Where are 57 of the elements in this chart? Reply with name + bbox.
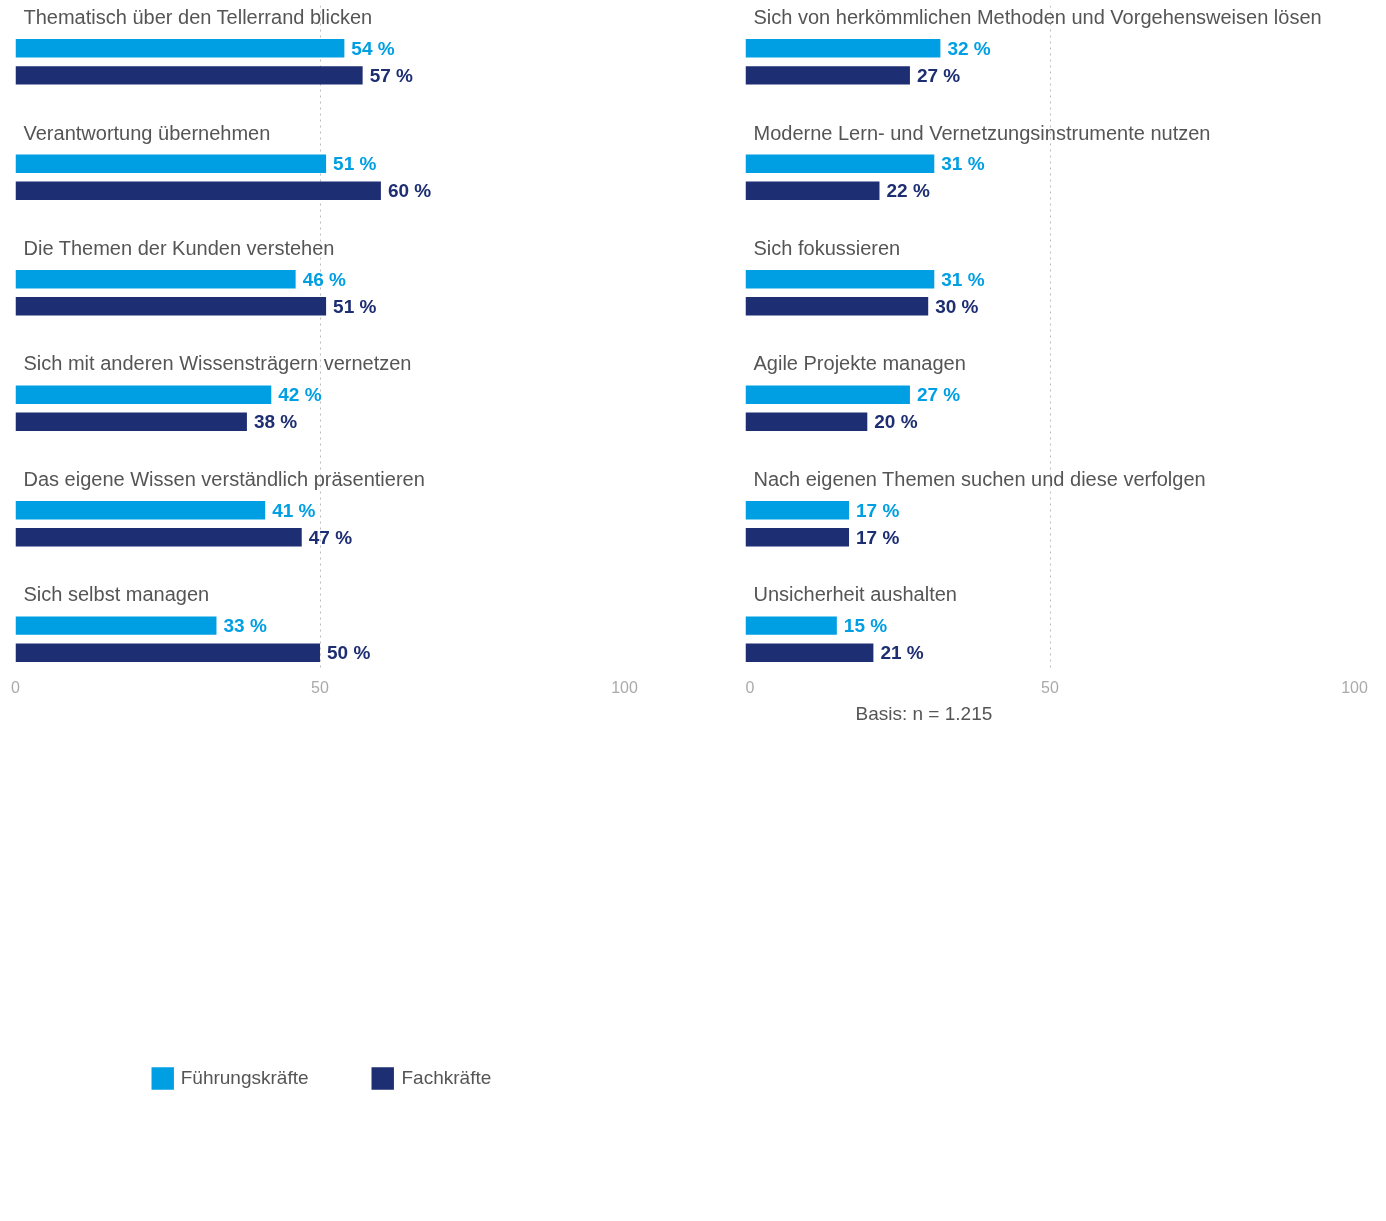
y-tick-label: Thematisch über den Tellerrand blicken (23, 6, 373, 29)
y-tick-label: Sich mit anderen Wissensträgern vernetzen (23, 352, 412, 375)
bar (15, 643, 320, 662)
y-tick-label: Verantwortung übernehmen (23, 121, 271, 144)
bar (15, 66, 363, 85)
x-tick-label: 0 (11, 678, 21, 696)
y-tick-label: Nach eigenen Themen suchen und diese verfolgen (753, 467, 1206, 490)
data-label: 42 % (278, 384, 322, 406)
data-label: 38 % (253, 411, 298, 433)
x-tick-label: 100 (611, 678, 638, 696)
x-tick-label: 50 (311, 678, 329, 696)
x-tick-label: 50 (1041, 678, 1059, 696)
bar (15, 412, 247, 432)
y-tick-label: Agile Projekte managen (753, 352, 966, 375)
y-tick-label: Unsicherheit aushalten (753, 583, 957, 606)
bar (15, 616, 217, 635)
bar (15, 181, 381, 201)
bar (15, 154, 327, 173)
legend-label: Führungskräfte (180, 1067, 309, 1089)
data-label: 17 % (856, 526, 900, 548)
data-label: 51 % (333, 153, 377, 175)
data-label: 51 % (333, 295, 377, 317)
data-label: 33 % (223, 615, 267, 637)
data-label: 41 % (272, 499, 316, 521)
y-tick-label: Die Themen der Kunden verstehen (23, 237, 335, 259)
text: Basis: n = 1.215 (855, 702, 993, 724)
data-label: 17 % (856, 499, 900, 521)
bar (15, 500, 266, 520)
bar (15, 269, 296, 289)
bar (15, 385, 272, 404)
data-label: 31 % (941, 153, 985, 175)
data-label: 50 % (327, 642, 371, 664)
y-tick-label: Sich von herkömmlichen Methoden und Vorgehensweisen lösen (753, 6, 1322, 29)
data-label: 60 % (387, 180, 432, 202)
bar (15, 528, 302, 547)
legend-label: Fachkräfte (401, 1067, 492, 1089)
data-label: 27 % (916, 384, 961, 406)
data-label: 57 % (369, 64, 414, 86)
data-label: 20 % (874, 411, 918, 433)
bar (15, 38, 345, 58)
y-tick-label: Sich fokussieren (753, 237, 901, 259)
y-tick-label: Sich selbst managen (23, 583, 210, 606)
x-tick-label: 0 (745, 678, 755, 696)
bar (15, 297, 327, 316)
data-label: 54 % (351, 37, 395, 59)
y-tick-label: Moderne Lern- und Vernetzungsinstrumente nutzen (753, 121, 1211, 144)
data-label: 32 % (947, 37, 991, 59)
data-label: 31 % (941, 268, 985, 290)
data-label: 27 % (916, 64, 961, 86)
data-label: 30 % (935, 295, 979, 317)
x-tick-label: 100 (1341, 678, 1368, 696)
data-label: 15 % (843, 615, 888, 637)
data-label: 22 % (886, 180, 930, 202)
data-label: 47 % (308, 526, 353, 548)
y-tick-label: Das eigene Wissen verständlich präsentieren (23, 467, 425, 490)
data-label: 21 % (880, 642, 924, 664)
data-label: 46 % (302, 268, 347, 290)
